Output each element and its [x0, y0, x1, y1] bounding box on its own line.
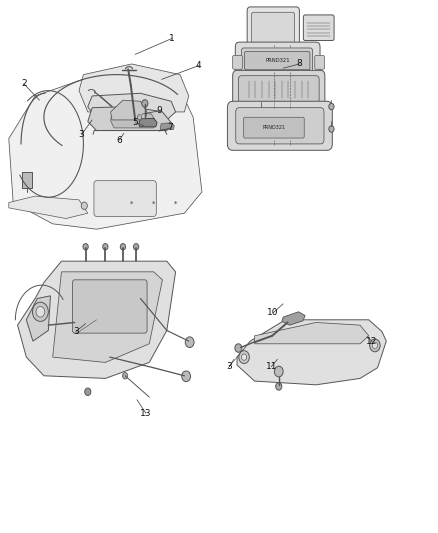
- Polygon shape: [53, 272, 162, 362]
- FancyBboxPatch shape: [72, 280, 147, 333]
- Circle shape: [258, 107, 262, 112]
- Text: 11: 11: [265, 362, 276, 371]
- Polygon shape: [26, 296, 50, 341]
- Polygon shape: [9, 75, 201, 229]
- Circle shape: [120, 244, 125, 250]
- FancyBboxPatch shape: [235, 42, 319, 77]
- Text: *: *: [152, 200, 155, 207]
- Polygon shape: [88, 93, 175, 120]
- Circle shape: [371, 342, 377, 349]
- Circle shape: [275, 383, 281, 390]
- Polygon shape: [88, 107, 171, 131]
- FancyBboxPatch shape: [235, 108, 323, 144]
- Circle shape: [241, 354, 246, 360]
- Circle shape: [181, 371, 190, 382]
- Polygon shape: [237, 320, 385, 385]
- Polygon shape: [254, 322, 368, 344]
- FancyBboxPatch shape: [303, 15, 333, 41]
- FancyBboxPatch shape: [227, 101, 332, 150]
- Text: 8: 8: [296, 60, 302, 68]
- Circle shape: [85, 388, 91, 395]
- Circle shape: [238, 351, 249, 364]
- Text: 13: 13: [140, 409, 151, 417]
- Circle shape: [141, 100, 148, 107]
- Circle shape: [137, 115, 141, 120]
- FancyBboxPatch shape: [247, 7, 299, 47]
- Text: 7: 7: [167, 124, 173, 132]
- Circle shape: [133, 244, 138, 250]
- Text: 5: 5: [132, 118, 138, 127]
- Polygon shape: [160, 123, 174, 130]
- Polygon shape: [138, 118, 157, 127]
- FancyBboxPatch shape: [94, 181, 156, 216]
- Text: 3: 3: [226, 362, 232, 371]
- Polygon shape: [110, 111, 155, 128]
- Circle shape: [122, 373, 127, 379]
- FancyBboxPatch shape: [243, 117, 304, 138]
- Circle shape: [32, 302, 48, 321]
- Text: *: *: [173, 200, 177, 207]
- Circle shape: [102, 244, 108, 250]
- FancyBboxPatch shape: [314, 55, 324, 69]
- FancyBboxPatch shape: [244, 52, 309, 70]
- FancyBboxPatch shape: [241, 48, 312, 72]
- Text: 4: 4: [196, 61, 201, 70]
- Polygon shape: [9, 196, 88, 219]
- Text: 3: 3: [73, 327, 79, 336]
- Circle shape: [369, 339, 379, 352]
- Text: 3: 3: [78, 130, 85, 139]
- FancyBboxPatch shape: [251, 12, 294, 43]
- Circle shape: [83, 244, 88, 250]
- Text: 12: 12: [365, 337, 377, 345]
- Text: PRND321: PRND321: [262, 125, 285, 130]
- FancyBboxPatch shape: [232, 55, 242, 69]
- Text: 2: 2: [21, 79, 26, 88]
- FancyBboxPatch shape: [232, 70, 324, 108]
- Text: PRND321: PRND321: [265, 58, 289, 63]
- Text: *: *: [130, 200, 133, 207]
- Text: 10: 10: [267, 309, 278, 317]
- Circle shape: [328, 103, 333, 110]
- Polygon shape: [18, 261, 175, 378]
- Circle shape: [274, 366, 283, 377]
- Polygon shape: [110, 100, 147, 120]
- Polygon shape: [79, 64, 188, 112]
- Circle shape: [234, 344, 241, 352]
- Text: 1: 1: [169, 34, 175, 43]
- Text: 6: 6: [116, 136, 122, 144]
- Circle shape: [81, 202, 87, 209]
- Polygon shape: [281, 312, 304, 325]
- Circle shape: [328, 126, 333, 132]
- Bar: [22, 172, 32, 188]
- Circle shape: [185, 337, 194, 348]
- Text: 9: 9: [155, 107, 162, 115]
- Circle shape: [36, 306, 45, 317]
- FancyBboxPatch shape: [238, 76, 318, 103]
